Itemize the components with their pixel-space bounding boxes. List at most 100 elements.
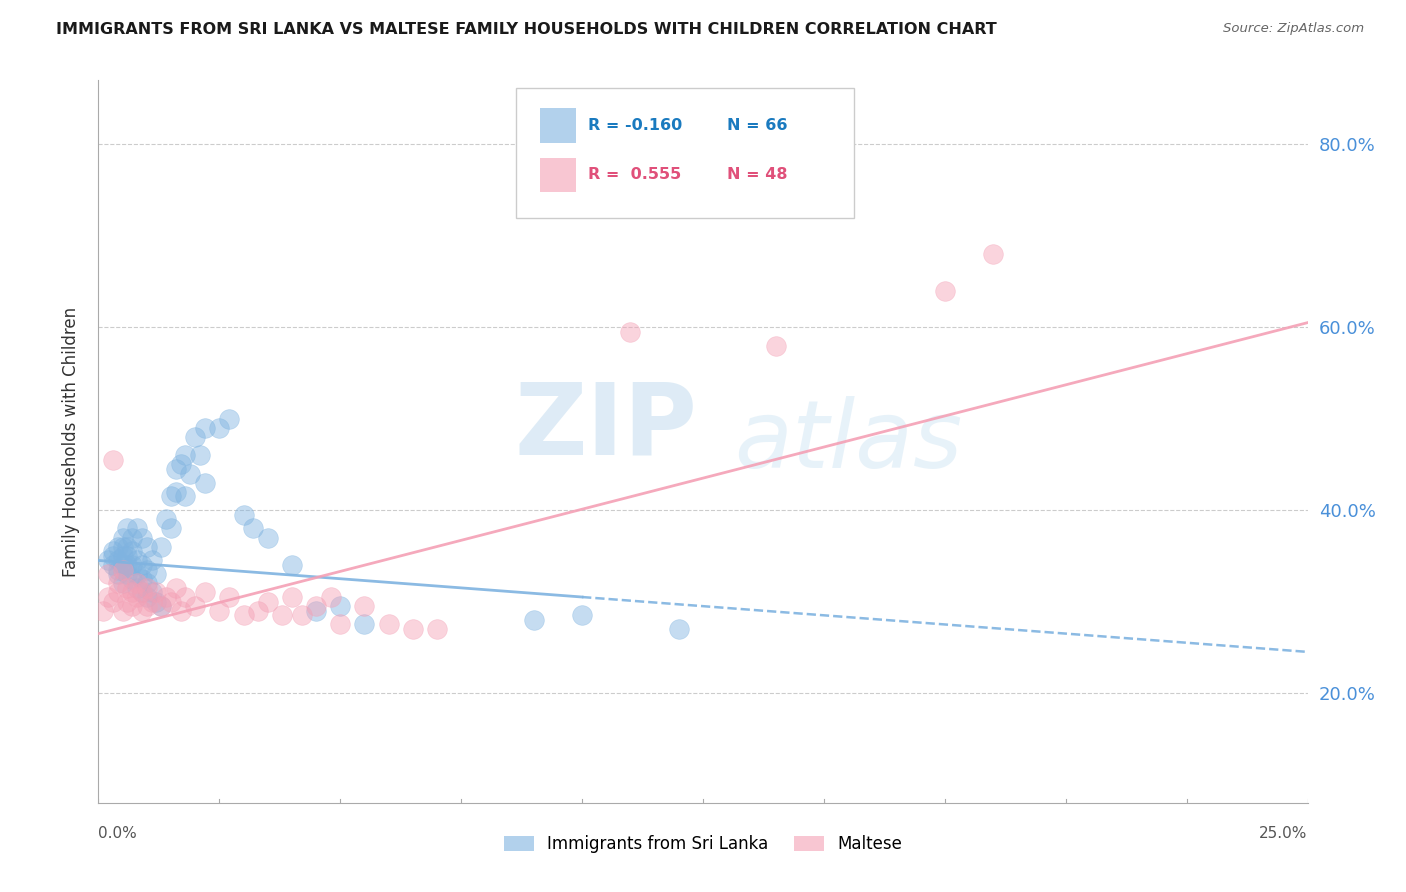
Point: [101, 558, 124, 572]
Point: [131, 531, 153, 545]
Point: [329, 599, 352, 614]
Text: Source: ZipAtlas.com: Source: ZipAtlas.com: [1223, 22, 1364, 36]
Point: [117, 581, 139, 595]
Point: [111, 549, 134, 563]
Point: [426, 622, 449, 636]
Text: 25.0%: 25.0%: [1260, 826, 1308, 840]
Point: [111, 604, 134, 618]
Point: [107, 567, 129, 582]
Point: [127, 553, 149, 567]
Point: [127, 567, 149, 582]
Point: [121, 531, 143, 545]
Point: [194, 585, 217, 599]
Bar: [540, 109, 576, 143]
Point: [194, 475, 217, 490]
Point: [121, 572, 143, 586]
Point: [127, 581, 149, 595]
Point: [117, 549, 139, 563]
Point: [160, 594, 183, 608]
Point: [188, 448, 211, 462]
Point: [117, 594, 139, 608]
Point: [247, 604, 270, 618]
Point: [353, 599, 375, 614]
Point: [174, 590, 197, 604]
Text: IMMIGRANTS FROM SRI LANKA VS MALTESE FAMILY HOUSEHOLDS WITH CHILDREN CORRELATION: IMMIGRANTS FROM SRI LANKA VS MALTESE FAM…: [56, 22, 997, 37]
Point: [523, 613, 546, 627]
Point: [131, 604, 153, 618]
Point: [165, 581, 187, 595]
Point: [97, 553, 120, 567]
Text: 0.0%: 0.0%: [98, 826, 138, 840]
Point: [281, 558, 304, 572]
Point: [141, 553, 163, 567]
Point: [155, 590, 177, 604]
Point: [117, 540, 139, 554]
Point: [981, 247, 1004, 261]
Point: [107, 585, 129, 599]
Point: [256, 594, 278, 608]
Text: ZIP: ZIP: [515, 378, 697, 475]
Point: [174, 448, 197, 462]
Point: [765, 338, 787, 352]
FancyBboxPatch shape: [516, 87, 855, 218]
Point: [101, 453, 124, 467]
Point: [232, 608, 254, 623]
Point: [107, 576, 129, 591]
Point: [117, 558, 139, 572]
Y-axis label: Family Households with Children: Family Households with Children: [62, 307, 80, 576]
Point: [111, 531, 134, 545]
Point: [271, 608, 294, 623]
Point: [145, 585, 167, 599]
Point: [184, 430, 207, 444]
Point: [145, 594, 167, 608]
Point: [101, 594, 124, 608]
Point: [934, 284, 956, 298]
Point: [121, 599, 143, 614]
Point: [208, 604, 231, 618]
Point: [131, 585, 153, 599]
Point: [281, 590, 304, 604]
Text: N = 66: N = 66: [727, 119, 787, 133]
Text: R = -0.160: R = -0.160: [588, 119, 682, 133]
Point: [135, 540, 157, 554]
Point: [131, 585, 153, 599]
Point: [131, 558, 153, 572]
Point: [117, 567, 139, 582]
Point: [256, 531, 278, 545]
Point: [402, 622, 425, 636]
Text: atlas: atlas: [734, 396, 962, 487]
Point: [127, 576, 149, 591]
Point: [135, 581, 157, 595]
Point: [377, 617, 399, 632]
Point: [353, 617, 375, 632]
Point: [111, 576, 134, 591]
Point: [141, 585, 163, 599]
Point: [160, 490, 183, 504]
Point: [131, 572, 153, 586]
Point: [111, 558, 134, 572]
Point: [329, 617, 352, 632]
Point: [107, 553, 129, 567]
Point: [127, 590, 149, 604]
Point: [127, 521, 149, 535]
Point: [150, 540, 173, 554]
Point: [101, 549, 124, 563]
Point: [218, 411, 240, 425]
Point: [305, 604, 328, 618]
Point: [121, 544, 143, 558]
Bar: [540, 158, 576, 193]
Text: N = 48: N = 48: [727, 168, 787, 183]
Point: [208, 421, 231, 435]
Point: [668, 622, 690, 636]
Point: [111, 540, 134, 554]
Point: [111, 563, 134, 577]
Point: [319, 590, 342, 604]
Point: [174, 490, 197, 504]
Point: [305, 599, 328, 614]
Point: [619, 325, 641, 339]
Point: [232, 508, 254, 522]
Legend: Immigrants from Sri Lanka, Maltese: Immigrants from Sri Lanka, Maltese: [498, 828, 908, 860]
Point: [97, 590, 120, 604]
Point: [165, 484, 187, 499]
Point: [101, 544, 124, 558]
